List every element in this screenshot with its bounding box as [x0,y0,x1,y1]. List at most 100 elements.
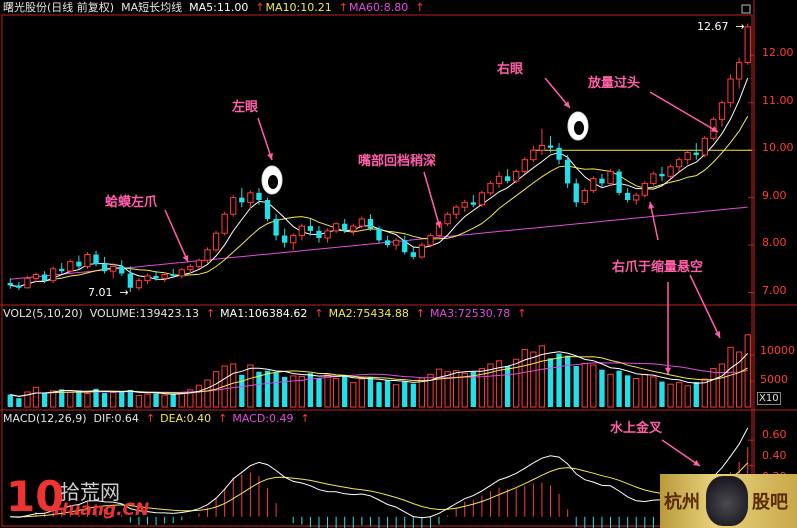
up-arrow-icon: ↑ [314,307,324,320]
candle-body-up [332,223,340,232]
volume-bar-up [650,376,657,408]
macd-title: MACD(12,26,9) [3,412,87,425]
candle-body-down [127,273,133,288]
volume-bar-down [16,398,22,407]
volume-bar-up [230,363,237,408]
volume-bar-up [495,360,503,408]
candle-body-up [204,249,211,261]
volume-bar-up [530,351,537,408]
volume-bar-down [307,373,314,407]
volume-bar-up [581,362,588,408]
logo-chinese: 拾荒网 [60,480,120,504]
price-tick-11: 11.00 [762,94,794,107]
candle-body-up [84,254,91,267]
candle-body-up [24,277,31,289]
volume-bar-up [684,385,691,408]
window-box-icon [741,4,751,14]
bull-icon [706,476,748,526]
volume-bar-down [693,382,699,407]
candle-body-down [402,240,408,253]
macd-tick-040: 0.40 [762,449,787,462]
volume-bar-down [273,372,279,407]
volume-bar-up [718,363,726,408]
annotation-right-eye: 右眼 [497,62,524,77]
volume-bar-down [41,392,48,407]
candle-body-up [590,178,597,192]
candle-body-up [735,61,743,80]
volume-bar-up [710,368,717,408]
volume-bar-down [470,371,476,407]
volume-bar-up [50,390,57,408]
volume-bar-down [402,381,408,407]
arrow-volume-break-head [711,126,718,132]
candle-body-up [212,232,220,251]
candle-body-up [521,159,528,173]
up-arrow-icon: ↑ [338,1,348,14]
candle-body-up [350,225,357,232]
stock-title: 曙光股份(日线 前复权) [3,1,115,14]
volume-bar-down [367,377,374,407]
volume-bar-up [418,377,426,408]
candle-body-up [684,152,691,161]
candle-body-down [384,240,391,246]
volume-bar-up [290,375,297,408]
candle-body-down [153,275,159,279]
volume-bar-down [127,389,133,407]
up-arrow-icon: ↑ [517,307,527,320]
candle-body-up [478,192,486,206]
volume-bar-up [144,393,151,408]
volume-bar-down [153,393,159,407]
volume-bar-up [298,375,305,408]
arrow-right-icon: → [735,20,745,33]
volume-bar-down [659,381,665,407]
candle-body-up [221,213,228,234]
price-tick-8: 8.00 [762,236,787,249]
macd-readout: MACD:0.49 [232,412,294,425]
candle-body-up [727,78,734,104]
volume-bar-down [59,389,65,407]
forum-watermark: 杭州 股吧 [660,474,797,528]
candle-body-down [470,202,476,205]
candle-body-up [675,159,683,168]
low-price-label: 7.01 → [88,286,136,300]
up-arrow-icon: ↑ [205,307,216,320]
up-arrow-icon: ↑ [255,1,265,14]
indicator-name: MA短长均线 [121,1,183,14]
volume-bar-up [444,371,451,408]
arrow-golden-cross [661,439,701,467]
volume-bar-up [667,383,674,408]
vol-ma1-readout: MA1:106384.62 [220,307,308,320]
arrow-mouth-head [435,221,442,228]
candle-body-down [556,147,562,160]
candle-body-down [504,176,511,182]
candle-body-up [418,244,426,258]
volume-bar-up [735,351,743,408]
candle-body-down [693,152,699,155]
candle-body-up [50,268,57,282]
volume-bar-up [350,382,357,408]
candle-body-down [316,230,322,238]
candle-body-down [307,226,314,231]
annotation-golden-cross: 水上金叉 [610,421,663,436]
candle-body-up [67,261,74,272]
volume-bar-up [675,382,683,408]
volume-bar-down [625,375,631,407]
candle-body-up [392,239,400,246]
volume-bar-up [641,373,648,408]
candle-body-up [230,197,237,215]
candle-body-up [487,182,494,194]
candle-body-up [650,173,657,184]
volume-bar-down [564,355,571,407]
candle-body-down [599,178,605,184]
volume-bar-down [119,390,125,407]
price-header: 曙光股份(日线 前复权) MA短长均线 MA5:11.00 ↑MA10:10.21 ↑M… [3,1,431,15]
volume-bar-down [547,358,554,407]
candle-body-down [659,173,665,177]
chart-frame [1,14,753,527]
arrow-right-claw-vol [689,274,721,339]
candle-body-up [718,102,726,120]
candle-body-down [282,235,288,243]
candle-body-up [530,149,537,161]
volume-bar-up [161,394,168,408]
candle-body-up [701,137,708,156]
